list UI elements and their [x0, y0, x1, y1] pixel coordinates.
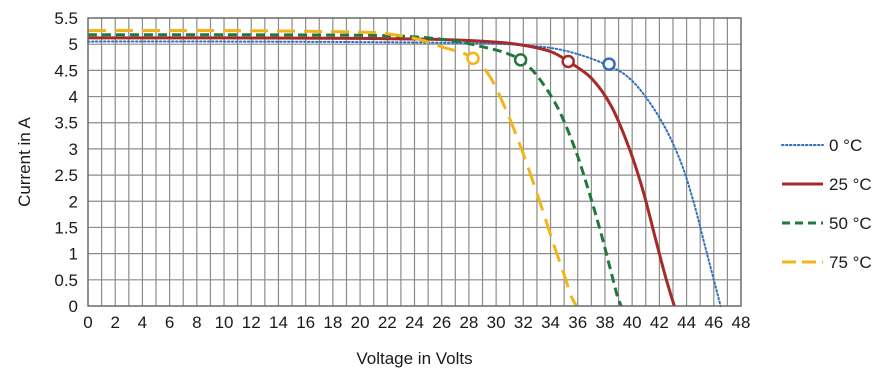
x-tick-label: 20	[351, 313, 370, 332]
x-tick-label: 28	[459, 313, 478, 332]
y-tick-labels: 0 0.5 1 1.5 2 2.5 3 3.5 4 4.5 5 5.5	[54, 9, 78, 316]
legend-label-0c: 0 °C	[829, 136, 862, 155]
x-tick-label: 36	[568, 313, 587, 332]
series-line-50c	[87, 33, 623, 307]
x-tick-label: 42	[650, 313, 669, 332]
mpp-marker-25c	[561, 54, 575, 69]
legend-label-50c: 50 °C	[829, 214, 872, 233]
series-line-75c	[87, 28, 578, 307]
legend: 0 °C 25 °C 50 °C 75 °C	[781, 136, 872, 272]
y-tick-label: 4	[69, 88, 78, 107]
x-tick-label: 44	[677, 313, 696, 332]
series-line-25c	[87, 36, 676, 307]
x-tick-label: 22	[378, 313, 397, 332]
y-tick-label: 5.5	[54, 9, 78, 28]
x-tick-label: 40	[623, 313, 642, 332]
y-tick-label: 5	[69, 35, 78, 54]
y-axis-label: Current in A	[15, 116, 34, 206]
mpp-markers	[466, 51, 616, 71]
grid	[87, 17, 742, 307]
x-tick-label: 14	[269, 313, 288, 332]
mpp-marker-75c	[466, 51, 480, 66]
x-tick-label: 12	[242, 313, 261, 332]
x-tick-label: 30	[487, 313, 506, 332]
legend-label-25c: 25 °C	[829, 175, 872, 194]
y-tick-label: 1	[69, 245, 78, 264]
y-tick-label: 4.5	[54, 61, 78, 80]
y-tick-label: 1.5	[54, 218, 78, 237]
x-tick-label: 16	[296, 313, 315, 332]
x-tick-label: 18	[323, 313, 342, 332]
y-tick-label: 2.5	[54, 166, 78, 185]
x-tick-label: 34	[541, 313, 560, 332]
plot-frame	[87, 17, 742, 307]
x-tick-label: 4	[138, 313, 147, 332]
x-tick-labels: 0 2 4 6 8 10 12 14 16 18 20 22 24 26 28 30 32 34 36 38 40 42 4…	[83, 313, 750, 332]
x-tick-label: 26	[432, 313, 451, 332]
x-tick-label: 46	[704, 313, 723, 332]
x-tick-label: 32	[514, 313, 533, 332]
mpp-marker-50c	[513, 53, 528, 67]
legend-label-75c: 75 °C	[829, 253, 872, 272]
x-tick-label: 10	[215, 313, 234, 332]
y-tick-label: 0.5	[54, 271, 78, 290]
x-tick-label: 6	[165, 313, 174, 332]
y-tick-label: 3.5	[54, 114, 78, 133]
x-tick-label: 48	[732, 313, 751, 332]
y-tick-label: 2	[69, 192, 78, 211]
mpp-marker-0c	[602, 57, 616, 71]
x-tick-label: 8	[192, 313, 201, 332]
y-tick-label: 0	[69, 297, 78, 316]
y-tick-label: 3	[69, 140, 78, 159]
x-tick-label: 0	[83, 313, 92, 332]
x-tick-label: 2	[110, 313, 119, 332]
x-axis-label: Voltage in Volts	[356, 349, 472, 368]
x-tick-label: 24	[405, 313, 424, 332]
x-tick-label: 38	[595, 313, 614, 332]
